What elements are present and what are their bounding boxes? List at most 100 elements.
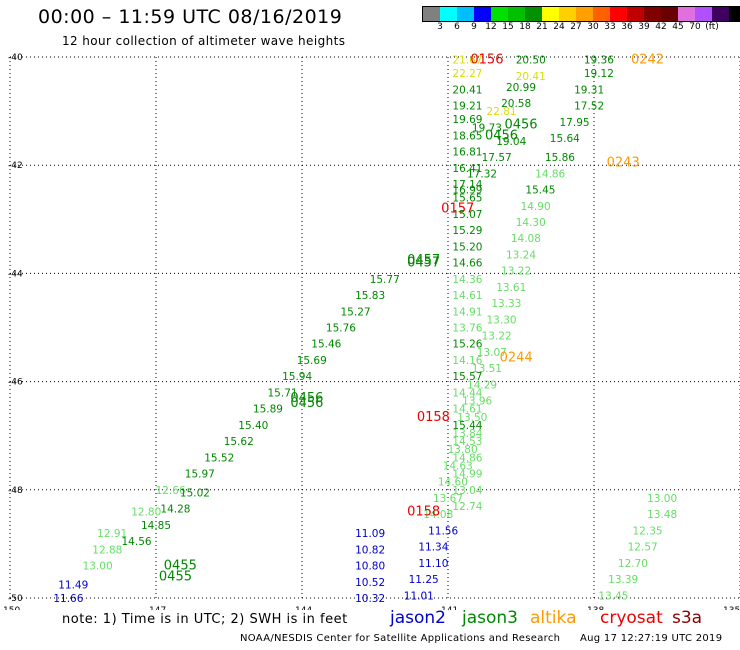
wave-height-label: 13.39	[608, 574, 638, 586]
wave-height-label: 14.85	[141, 520, 171, 532]
wave-height-label: 13.67	[433, 493, 463, 505]
time-label: 0455	[164, 559, 197, 574]
wave-height-label: 15.89	[253, 404, 283, 416]
wave-height-label: 15.02	[180, 488, 210, 500]
legend-item: jason3	[462, 608, 518, 628]
wave-height-label: 15.26	[452, 339, 482, 351]
scale-swatch	[644, 7, 661, 21]
scale-label: 36	[621, 22, 633, 32]
y-tick-label: -48	[8, 486, 23, 496]
scale-label: 6	[454, 22, 460, 32]
wave-height-label: 15.65	[452, 193, 482, 205]
wave-height-label: 11.49	[58, 579, 88, 591]
wave-height-label: 15.76	[326, 323, 356, 335]
wave-height-label: 14.99	[452, 469, 482, 481]
wave-height-label: 19.04	[496, 136, 526, 148]
wave-height-label: 16.41	[452, 163, 482, 175]
wave-height-label: 17.32	[467, 168, 497, 180]
scale-label: 21	[536, 22, 548, 32]
wave-height-label: 14.44	[452, 387, 482, 399]
page-title: 00:00 – 11:59 UTC 08/16/2019	[38, 6, 343, 28]
wave-height-label: 15.86	[545, 152, 575, 164]
legend-item: s3a	[672, 608, 703, 628]
wave-height-label: 13.00	[83, 561, 113, 573]
color-scale-labels: 3 6 9 12 15 18 21 24 27 30 33 36 39 42 45 70 (ft)	[422, 22, 740, 36]
y-tick-label: -42	[8, 161, 23, 171]
scale-label: 39	[638, 22, 650, 32]
scale-swatch	[440, 7, 457, 21]
wave-height-label: 11.01	[404, 590, 434, 602]
scale-swatch	[508, 7, 525, 21]
wave-height-label: 14.91	[452, 306, 482, 318]
wave-height-label: 15.57	[452, 371, 482, 383]
wave-height-label: 13.22	[501, 266, 531, 278]
wave-height-label: 21.67	[452, 55, 482, 67]
wave-height-label: 14.36	[452, 274, 482, 286]
scale-swatch	[712, 7, 729, 21]
footer-note: note: 1) Time is in UTC; 2) SWH is in fe…	[62, 612, 348, 627]
scale-label: 12	[485, 22, 497, 32]
wave-height-label: 13.84	[452, 428, 482, 440]
time-label: 0157	[441, 201, 474, 216]
scale-label: 70	[689, 22, 701, 32]
x-tick-label: -141	[438, 606, 458, 610]
wave-height-label: 15.94	[282, 371, 312, 383]
wave-height-label: 15.29	[452, 225, 482, 237]
color-scale-bar	[422, 6, 740, 22]
wave-height-label: 12.88	[92, 544, 122, 556]
wave-height-label: 13.22	[482, 331, 512, 343]
scale-swatch	[661, 7, 678, 21]
scale-label: (ft)	[705, 22, 719, 32]
wave-height-label: 15.77	[370, 274, 400, 286]
scale-swatch	[627, 7, 644, 21]
wave-height-label: 14.56	[122, 536, 152, 548]
scale-label: 45	[672, 22, 684, 32]
wave-height-label: 20.41	[516, 71, 546, 83]
wave-height-label: 15.69	[297, 355, 327, 367]
y-tick-label: -50	[8, 594, 23, 604]
wave-height-label: 15.83	[355, 290, 385, 302]
wave-height-label: 14.08	[511, 233, 541, 245]
wave-height-label: 15.64	[550, 133, 580, 145]
time-label: 0457	[407, 253, 440, 268]
scale-label: 9	[471, 22, 477, 32]
time-label: 0158	[417, 410, 450, 425]
legend-item: altika	[530, 608, 577, 628]
wave-height-label: 14.86	[535, 168, 565, 180]
wave-height-label: 13.76	[452, 323, 482, 335]
wave-height-label: 10.82	[355, 544, 385, 556]
wave-height-label: 15.44	[452, 420, 482, 432]
wave-height-label: 15.62	[224, 436, 254, 448]
wave-height-label: 18.65	[452, 130, 482, 142]
x-tick-label: -144	[292, 606, 313, 610]
wave-height-label: 19.21	[452, 101, 482, 113]
wave-height-label: 19.69	[452, 114, 482, 126]
legend-item: jason2	[390, 608, 446, 628]
wave-height-label: 14.29	[467, 379, 497, 391]
wave-height-label: 13.00	[647, 493, 677, 505]
wave-height-label: 13.80	[448, 444, 478, 456]
wave-height-label: 12.80	[131, 506, 161, 518]
time-label: 0158	[407, 504, 440, 519]
wave-height-label: 15.40	[238, 420, 268, 432]
wave-height-label: 10.52	[355, 577, 385, 589]
timestamp-text: Aug 17 12:27:19 UTC 2019	[580, 633, 723, 644]
time-label: 0156	[470, 53, 503, 68]
wave-height-label: 20.41	[452, 84, 482, 96]
wave-height-label: 11.34	[418, 542, 448, 554]
wave-height-label: 17.57	[482, 152, 512, 164]
scale-swatch	[474, 7, 491, 21]
wave-height-label: 13.45	[598, 590, 628, 602]
wave-height-label: 20.50	[516, 55, 546, 67]
wave-height-label: 14.90	[521, 201, 551, 213]
scale-label: 42	[655, 22, 667, 32]
wave-height-label: 14.86	[452, 452, 482, 464]
time-label: 0242	[631, 53, 664, 68]
wave-height-label: 12.66	[156, 485, 186, 497]
scale-label: 3	[437, 22, 443, 32]
wave-height-label: 16.81	[452, 147, 482, 159]
wave-height-label: 13.07	[477, 347, 507, 359]
wave-height-label: 16.99	[452, 185, 482, 197]
scale-label: 18	[519, 22, 531, 32]
wave-height-label: 11.10	[418, 558, 448, 570]
